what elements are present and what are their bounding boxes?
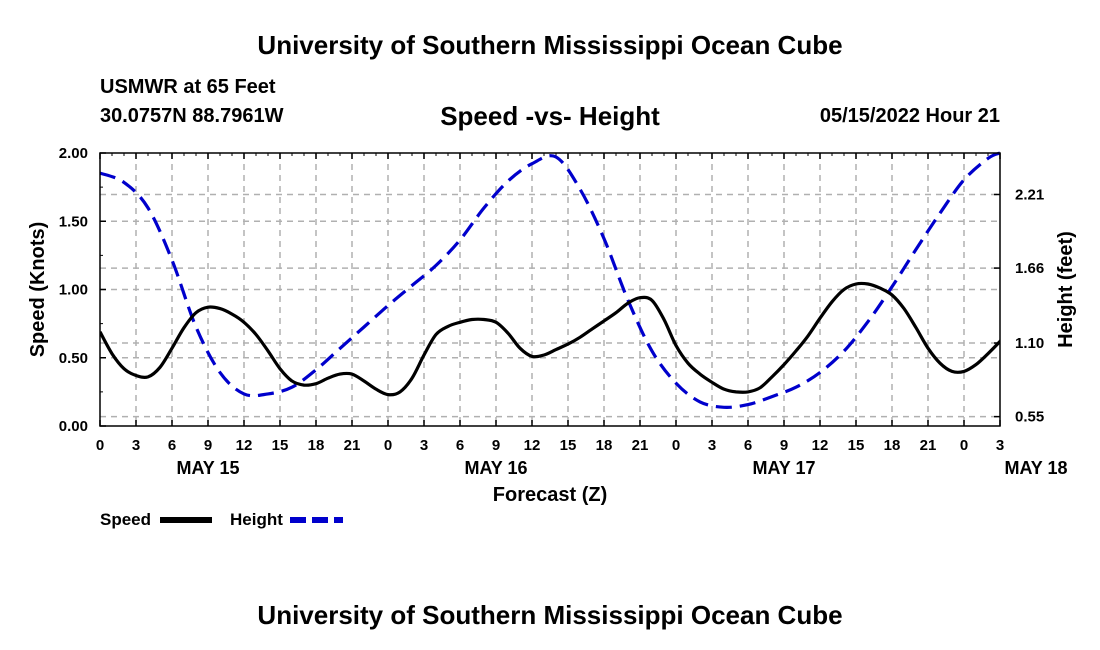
- date-label: MAY 17: [752, 458, 815, 478]
- x-tick-label: 12: [236, 437, 253, 454]
- x-tick-label: 3: [132, 437, 140, 454]
- y2-axis-title: Height (feet): [1055, 231, 1077, 348]
- y-axis-title: Speed (Knots): [27, 222, 49, 358]
- x-tick-label: 6: [744, 437, 752, 454]
- y2-tick-label: 1.66: [1015, 260, 1044, 277]
- x-tick-label: 3: [420, 437, 428, 454]
- forecast-datetime: 05/15/2022 Hour 21: [819, 105, 1000, 127]
- station-coordinates: 30.0757N 88.7961W: [100, 105, 284, 127]
- speed-series-line: [100, 281, 1000, 397]
- x-tick-label: 9: [780, 437, 788, 454]
- y2-tick-label: 2.21: [1015, 186, 1044, 203]
- x-tick-label: 18: [308, 437, 325, 454]
- x-tick-label: 15: [560, 437, 577, 454]
- x-tick-label: 9: [492, 437, 500, 454]
- x-tick-label: 0: [672, 437, 680, 454]
- y-tick-label: 0.50: [59, 350, 88, 367]
- x-tick-label: 3: [708, 437, 716, 454]
- date-label: MAY 18: [1004, 458, 1067, 478]
- chart-grid: [100, 153, 1000, 426]
- x-tick-label: 0: [96, 437, 104, 454]
- x-tick-label: 9: [204, 437, 212, 454]
- axis-labels: 0 3 6 9 12 15 18 21 0 3 6 9 12 15 18 21 0 3 6 9 12 15 18 21 0 3 0.…: [27, 145, 1077, 506]
- x-tick-label: 3: [996, 437, 1004, 454]
- x-tick-label: 15: [272, 437, 289, 454]
- y-tick-label: 1.50: [59, 213, 88, 230]
- series-lines: [100, 151, 1000, 409]
- x-axis-title: Forecast (Z): [493, 484, 607, 506]
- x-tick-label: 18: [596, 437, 613, 454]
- x-tick-label: 0: [960, 437, 968, 454]
- x-tick-label: 12: [524, 437, 541, 454]
- x-tick-label: 15: [848, 437, 865, 454]
- page-title-bottom: University of Southern Mississippi Ocean…: [257, 600, 843, 630]
- chart-legend: Speed Height: [100, 510, 343, 529]
- legend-height-label: Height: [230, 510, 283, 529]
- x-tick-label: 6: [456, 437, 464, 454]
- y-tick-label: 1.00: [59, 282, 88, 299]
- x-tick-label: 18: [884, 437, 901, 454]
- x-tick-label: 21: [920, 437, 937, 454]
- date-label: MAY 16: [464, 458, 527, 478]
- x-tick-label: 12: [812, 437, 829, 454]
- y-tick-label: 0.00: [59, 418, 88, 435]
- station-name: USMWR at 65 Feet: [100, 76, 276, 98]
- y2-tick-label: 0.55: [1015, 409, 1044, 426]
- x-tick-label: 0: [384, 437, 392, 454]
- plot-frame: [99, 152, 1001, 427]
- page-title-top: University of Southern Mississippi Ocean…: [257, 30, 843, 60]
- legend-speed-label: Speed: [100, 510, 151, 529]
- height-series-line: [100, 151, 1000, 409]
- x-tick-label: 6: [168, 437, 176, 454]
- x-tick-label: 21: [344, 437, 361, 454]
- y2-tick-label: 1.10: [1015, 335, 1044, 352]
- y-tick-label: 2.00: [59, 145, 88, 162]
- chart-title: Speed -vs- Height: [440, 101, 660, 131]
- date-label: MAY 15: [176, 458, 239, 478]
- x-tick-label: 21: [632, 437, 649, 454]
